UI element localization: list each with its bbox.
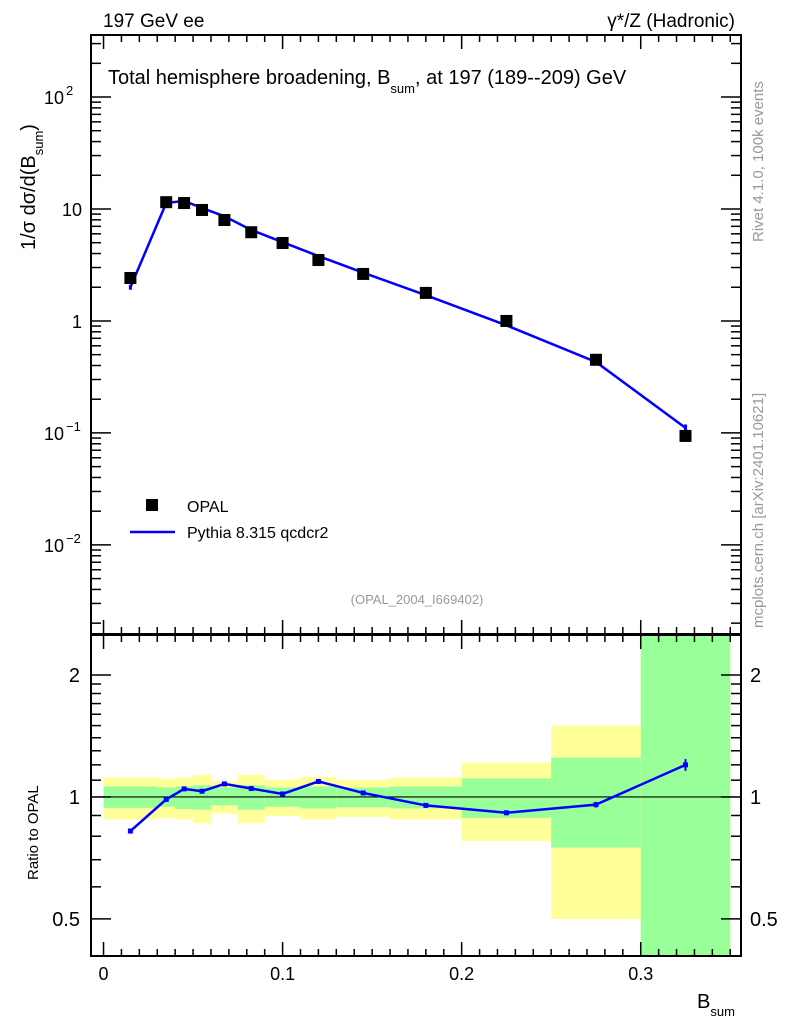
y-tick-label-ratio-right: 2 <box>750 665 761 687</box>
legend-label-mc: Pythia 8.315 qcdcr2 <box>187 525 329 542</box>
opal-data-point <box>178 197 191 210</box>
ratio-point <box>315 778 321 784</box>
x-tick-label: 0 <box>99 964 109 984</box>
opal-data-point <box>312 254 325 267</box>
opal-data-point <box>196 203 209 216</box>
opal-data-point <box>679 429 692 442</box>
ratio-point <box>199 788 205 794</box>
x-tick-label: 0.1 <box>270 964 295 984</box>
legend: OPAL Pythia 8.315 qcdcr2 <box>130 499 329 542</box>
main-plot-frame <box>90 34 742 635</box>
analysis-id: (OPAL_2004_I669402) <box>351 592 484 607</box>
ratio-point <box>360 790 366 796</box>
rivet-info: Rivet 4.1.0, 100k events <box>750 81 767 242</box>
legend-marker-opal <box>146 499 158 511</box>
y-tick-label-main: 10 <box>44 536 64 556</box>
y-tick-label-exponent: −2 <box>66 531 81 546</box>
y-tick-label-main: 1 <box>72 312 82 332</box>
y-tick-label-ratio-left: 1 <box>69 787 80 809</box>
legend-label-opal: OPAL <box>187 499 229 516</box>
y-tick-label-exponent: 2 <box>66 83 73 98</box>
y-tick-label-exponent: −1 <box>66 419 81 434</box>
ratio-point <box>181 786 187 792</box>
ratio-point <box>280 791 286 797</box>
x-tick-label: 0.2 <box>449 964 474 984</box>
ratio-point <box>248 786 254 792</box>
ratio-point <box>127 828 133 834</box>
opal-data-point <box>218 214 231 227</box>
ratio-point <box>221 781 227 787</box>
ratio-point <box>503 810 509 816</box>
y-tick-label-main: 10 <box>44 424 64 444</box>
y-tick-label-main: 10 <box>62 200 82 220</box>
ratio-point <box>423 802 429 808</box>
y-axis-label-ratio: Ratio to OPAL <box>25 785 42 880</box>
ratio-plot-frame <box>90 634 742 957</box>
x-tick-label: 0.3 <box>628 964 653 984</box>
y-axis-label-main: 1/σ dσ/d(Bsum) <box>18 124 46 250</box>
header-left: 197 GeV ee <box>103 11 204 32</box>
opal-data-point <box>276 236 289 249</box>
y-tick-label-ratio-left: 0.5 <box>52 909 80 931</box>
ratio-point <box>682 762 688 768</box>
ratio-band-stat <box>640 635 731 956</box>
opal-data-point <box>500 314 513 327</box>
opal-data-point <box>124 271 137 284</box>
opal-data-point <box>589 353 602 366</box>
mc-line <box>129 199 687 429</box>
header-right: γ*/Z (Hadronic) <box>607 11 735 32</box>
opal-data-point <box>419 286 432 299</box>
x-axis-label: Bsum <box>697 991 735 1019</box>
mcplots-info: mcplots.cern.ch [arXiv:2401.10621] <box>750 393 767 628</box>
opal-data-point <box>160 196 173 209</box>
y-tick-label-main: 10 <box>44 88 64 108</box>
ratio-point <box>163 796 169 802</box>
ratio-point <box>593 802 599 808</box>
opal-data-point <box>357 267 370 280</box>
y-tick-label-ratio-left: 2 <box>69 665 80 687</box>
y-tick-label-ratio-right: 1 <box>750 787 761 809</box>
chart-title: Total hemisphere broadening, Bsum, at 19… <box>108 67 627 96</box>
y-tick-label-ratio-right: 0.5 <box>750 909 778 931</box>
opal-data-point <box>245 226 258 239</box>
